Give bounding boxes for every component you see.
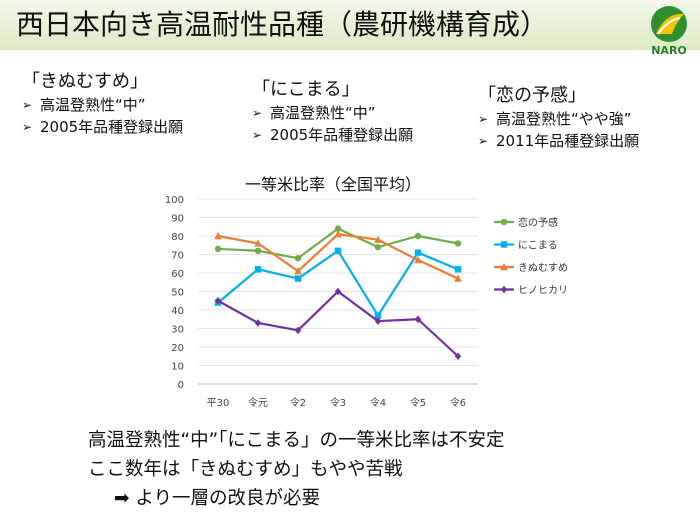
data-point [374,312,382,319]
x-tick-label: 令2 [290,396,306,409]
logo-text: NARO [651,44,687,57]
y-tick-label: 40 [171,306,184,317]
data-point [214,245,222,253]
conclusion-line-1: 高温登熟性“中”「にこまる」の一等米比率は不安定 [88,430,505,451]
x-tick-label: 平30 [207,398,230,409]
series-line [217,249,459,317]
variety-detail-text: 2005年品種登録出願 [40,118,184,136]
data-point [214,296,222,305]
x-tick-label: 令4 [370,396,386,409]
variety-name: 「にこまる」 [252,79,360,100]
variety-detail-text: 2005年品種登録出願 [270,126,414,144]
data-point [500,218,508,226]
y-tick-label: 100 [165,195,184,206]
data-point [214,232,222,240]
conclusion: 高温登熟性“中”「にこまる」の一等米比率は不安定 ここ数年は「きぬむすめ」もやや… [88,426,505,513]
data-point [454,266,462,273]
y-tick-label: 0 [178,380,184,391]
conclusion-line-3: ➡ より一層の改良が必要 [88,484,505,513]
variety-detail: ➢ 高温登熟性“やや強” [478,108,639,130]
legend-label: きぬむすめ [518,262,568,274]
data-point [500,285,508,294]
x-tick-label: 令5 [410,396,426,409]
naro-logo: NARO [646,4,692,62]
arrow-bullet-icon: ➢ [22,120,33,134]
data-point [334,247,342,254]
x-tick-label: 令6 [450,396,466,409]
variety-name: 「きぬむすめ」 [22,71,148,92]
chart-title: 一等米比率（全国平均） [245,175,421,194]
data-point [254,247,262,254]
y-tick-label: 20 [171,343,184,354]
variety-koinoyokan: 「恋の予感」 ➢ 高温登熟性“やや強” ➢ 2011年品種登録出願 [478,84,639,152]
legend-label: にこまる [518,240,558,252]
y-tick-label: 70 [171,251,184,262]
right-arrow-icon: ➡ [114,488,130,509]
data-point [374,235,382,243]
y-tick-label: 50 [171,288,184,299]
variety-detail-text: 2011年品種登録出願 [496,132,640,150]
data-point [454,240,462,247]
data-point [414,315,422,324]
data-point [414,249,422,256]
data-point [254,319,262,327]
data-point [294,326,302,335]
conclusion-line-3-text: より一層の改良が必要 [135,488,321,509]
y-tick-label: 60 [171,269,184,280]
legend-label: ヒノヒカリ [518,285,568,297]
title-bar: 西日本向き高温耐性品種（農研機構育成） NARO [0,0,700,57]
data-point [294,267,302,275]
data-point [454,352,462,361]
variety-detail-text: 高温登熟性“やや強” [496,110,632,128]
y-tick-label: 10 [171,362,184,373]
arrow-bullet-icon: ➢ [478,134,489,148]
variety-detail-text: 高温登熟性“中” [40,96,146,114]
data-point [374,243,382,251]
conclusion-line-2: ここ数年は「きぬむすめ」もやや苦戦 [88,459,403,480]
data-point [334,287,342,296]
variety-detail: ➢ 2005年品種登録出願 [252,124,413,146]
leaf-logo-icon [651,6,687,42]
variety-detail: ➢ 高温登熟性“中” [252,102,413,124]
data-point [254,239,262,247]
page-title: 西日本向き高温耐性品種（農研機構育成） [16,8,549,41]
data-point [254,266,262,273]
data-point [374,317,382,325]
variety-detail: ➢ 2011年品種登録出願 [478,130,639,152]
arrow-bullet-icon: ➢ [478,112,489,126]
y-tick-label: 30 [171,325,184,336]
data-point [500,241,508,248]
x-tick-label: 令元 [248,396,268,409]
variety-kinumusume: 「きぬむすめ」 ➢ 高温登熟性“中” ➢ 2005年品種登録出願 [22,70,183,138]
data-point [334,225,342,232]
data-point [454,274,462,282]
y-tick-label: 80 [171,232,184,243]
variety-name: 「恋の予感」 [478,85,586,106]
y-tick-label: 90 [171,214,184,225]
variety-detail: ➢ 2005年品種登録出願 [22,116,183,138]
data-point [414,256,422,264]
data-point [294,255,302,262]
arrow-bullet-icon: ➢ [252,128,263,142]
data-point [500,263,508,271]
data-point [294,275,302,282]
variety-nikomaru: 「にこまる」 ➢ 高温登熟性“中” ➢ 2005年品種登録出願 [252,78,413,146]
arrow-bullet-icon: ➢ [252,106,263,120]
variety-detail: ➢ 高温登熟性“中” [22,94,183,116]
legend-label: 恋の予感 [518,216,558,229]
x-tick-label: 令3 [330,396,346,409]
variety-detail-text: 高温登熟性“中” [270,104,376,122]
data-point [334,230,342,238]
data-point [414,232,422,240]
arrow-bullet-icon: ➢ [22,98,33,112]
